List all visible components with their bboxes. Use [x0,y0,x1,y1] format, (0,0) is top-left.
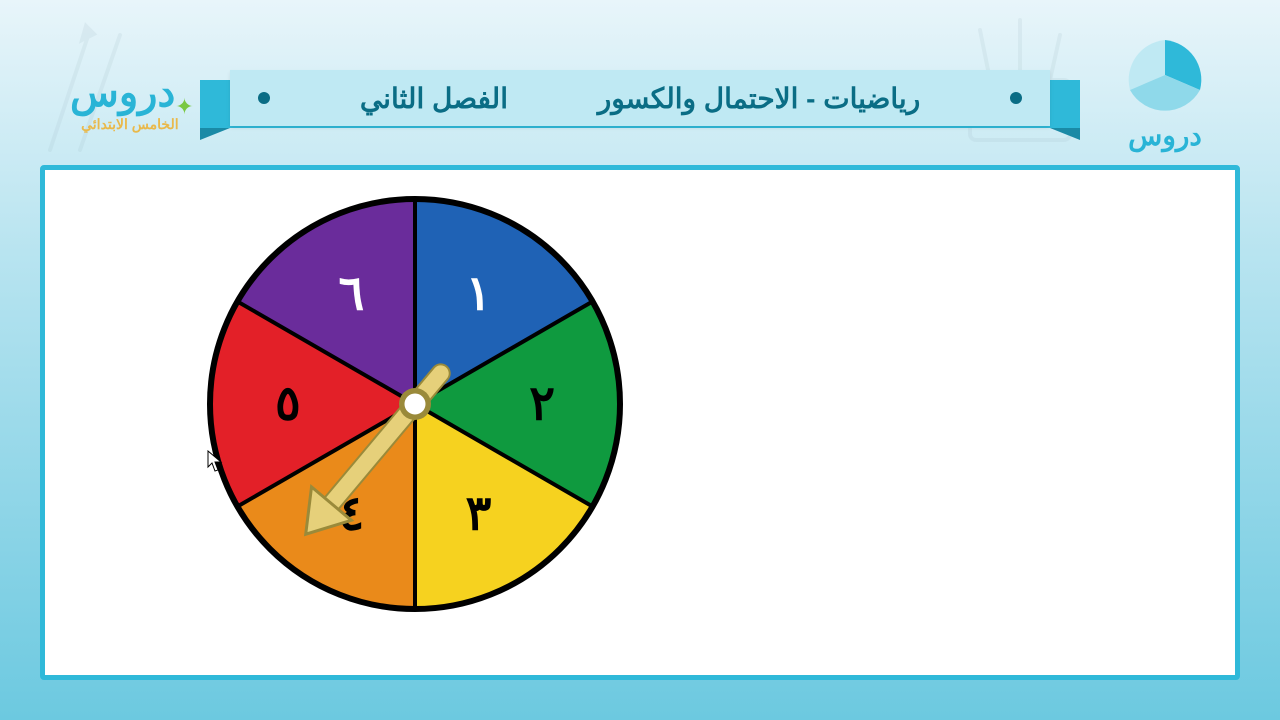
spinner-label: ٣ [466,488,492,541]
spinner-label: ١ [466,267,492,320]
spinner-label: ٢ [529,378,555,431]
spinner-svg: ١٢٣٤٥٦ [115,194,715,634]
ribbon-bullet-icon [258,92,270,104]
content-frame: ١٢٣٤٥٦ [40,165,1240,680]
header-subject: رياضيات - الاحتمال والكسور [598,82,920,115]
spinner-wheel: ١٢٣٤٥٦ [115,194,715,634]
ribbon-bullet-icon [1010,92,1022,104]
header-chapter: الفصل الثاني [360,82,508,115]
spinner-label: ٥ [275,378,301,431]
header-ribbon: رياضيات - الاحتمال والكسور الفصل الثاني [0,62,1280,142]
spinner-label: ٦ [339,267,365,320]
